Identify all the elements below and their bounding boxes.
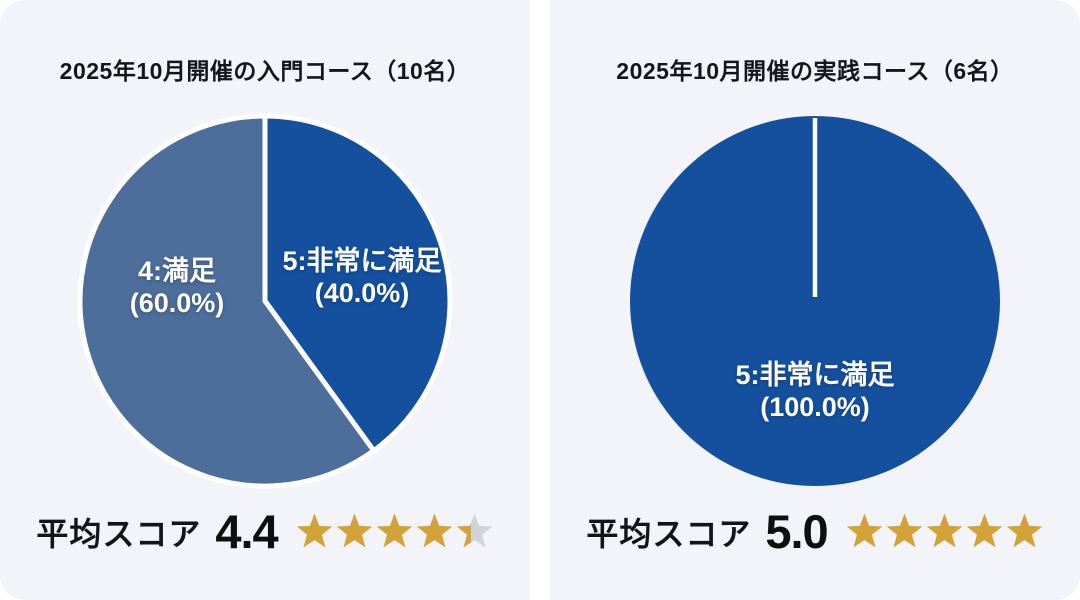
pie-svg-intro [77, 113, 453, 489]
star-rating-intro [294, 512, 494, 551]
star-icon [846, 513, 882, 548]
star-shape [926, 513, 962, 548]
slice-label-very-satisfied: 5:非常に満足 (40.0%) [282, 245, 441, 309]
slice-label-text: 5:非常に満足 [735, 360, 895, 390]
star-shape [296, 513, 332, 548]
average-score-value: 4.4 [215, 505, 278, 558]
slice-label-very-satisfied: 5:非常に満足 (100.0%) [735, 359, 894, 423]
star-icon [336, 513, 372, 548]
average-score-row-practice: 平均スコア 5.0 [586, 504, 1043, 559]
slice-label-pct: (60.0%) [129, 288, 225, 318]
star-icon [376, 513, 412, 548]
star-icon [926, 513, 962, 548]
star-shape [966, 513, 1002, 548]
star-shape [1006, 513, 1042, 548]
star-shape [336, 513, 372, 548]
pie-chart-intro: 5:非常に満足 (40.0%) 4:満足 (60.0%) [70, 106, 460, 496]
chart-title-practice: 2025年10月開催の実践コース（6名） [616, 58, 1014, 84]
average-score-label: 平均スコア [586, 515, 752, 552]
average-score-label: 平均スコア [36, 515, 202, 552]
star-shape [886, 513, 922, 548]
star-icon [456, 513, 492, 548]
slice-label-satisfied: 4:満足 (60.0%) [130, 255, 225, 319]
star-shape [456, 513, 492, 548]
panel-intro-course: 2025年10月開催の入門コース（10名） 5:非常に満足 (40.0%) 4:… [0, 0, 530, 600]
slice-label-text: 5:非常に満足 [282, 246, 442, 276]
pie-slice [262, 113, 453, 454]
star-shape [416, 513, 452, 548]
star-icon [296, 513, 332, 548]
star-icon [966, 513, 1002, 548]
pie-slice [630, 116, 1000, 486]
star-shape [376, 513, 412, 548]
chart-title-intro: 2025年10月開催の入門コース（10名） [59, 58, 471, 84]
star-icon [416, 513, 452, 548]
average-score-row-intro: 平均スコア 4.4 [36, 504, 493, 559]
star-rating-practice [844, 512, 1044, 551]
slice-label-pct: (100.0%) [760, 392, 870, 422]
star-icon [1006, 513, 1042, 548]
star-icon [886, 513, 922, 548]
slice-label-text: 4:満足 [137, 256, 217, 286]
panel-practice-course: 2025年10月開催の実践コース（6名） 5:非常に満足 (100.0%) 平均… [550, 0, 1080, 600]
pie-slice [77, 113, 377, 489]
average-score-value: 5.0 [765, 505, 828, 558]
pie-chart-practice: 5:非常に満足 (100.0%) [620, 106, 1010, 496]
pie-svg-practice [630, 116, 1000, 486]
slice-label-pct: (40.0%) [314, 278, 410, 308]
star-shape [846, 513, 882, 548]
